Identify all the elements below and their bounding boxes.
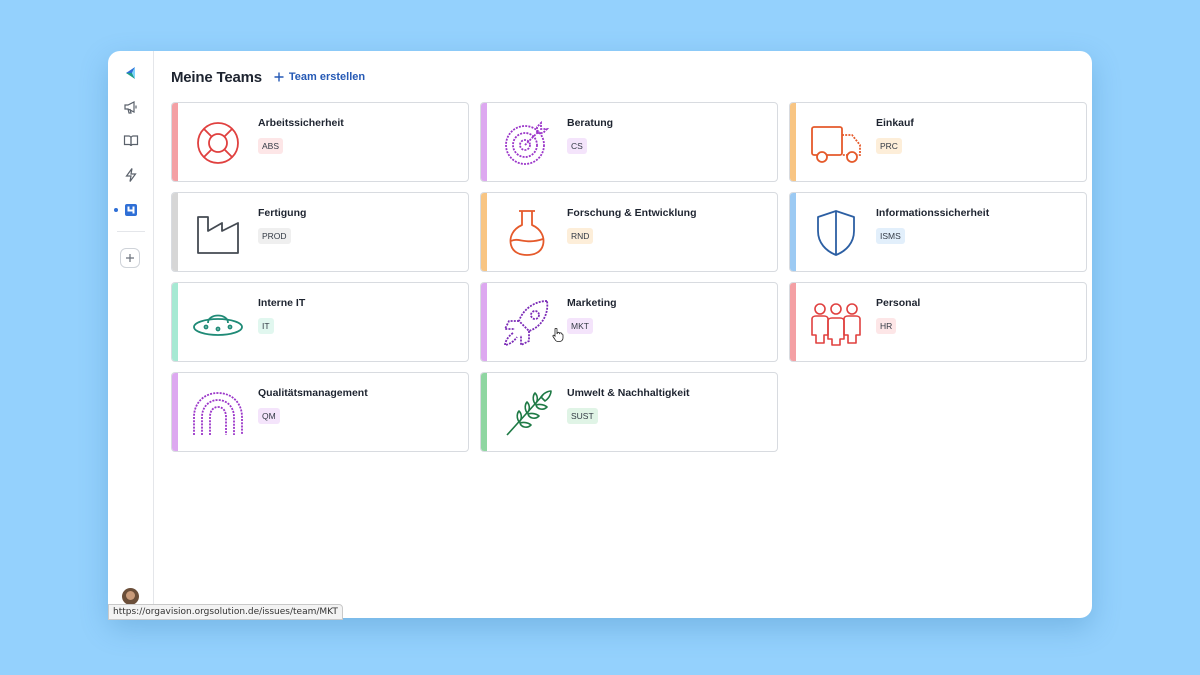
team-name: Forschung & Entwicklung [567,207,697,219]
team-card-forschung-entwicklung[interactable]: Forschung & Entwicklung RND [480,192,778,272]
card-stripe [481,103,487,181]
card-stripe [790,103,796,181]
team-code-badge: QM [258,408,280,424]
app-logo-icon[interactable] [117,59,145,87]
team-code-badge: CS [567,138,587,154]
page-title: Meine Teams [171,68,262,86]
sidebar-divider [117,231,145,232]
truck-icon [811,126,861,163]
team-code-badge: SUST [567,408,598,424]
rocket-icon [504,300,549,346]
team-name: Beratung [567,117,614,129]
team-name: Umwelt & Nachhaltigkeit [567,387,690,399]
add-workspace-button[interactable] [120,248,140,268]
create-team-button[interactable]: Team erstellen [274,71,365,83]
megaphone-icon[interactable] [117,93,145,121]
rainbow-icon [193,392,243,435]
team-card-personal[interactable]: Personal HR [789,282,1087,362]
card-stripe [172,103,178,181]
flask-icon [509,210,545,256]
page-header: Meine Teams Team erstellen [171,67,365,87]
team-card-informationssicherheit[interactable]: Informationssicherheit ISMS [789,192,1087,272]
team-code-badge: RND [567,228,594,244]
team-name: Einkauf [876,117,914,129]
team-card-arbeitssicherheit[interactable]: Arbeitssicherheit ABS [171,102,469,182]
lightning-icon[interactable] [117,161,145,189]
target-icon [505,120,550,165]
team-card-umwelt-nachhaltigkeit[interactable]: Umwelt & Nachhaltigkeit SUST [480,372,778,452]
ufo-icon [193,314,243,336]
teams-icon[interactable] [117,196,145,224]
card-stripe [172,193,178,271]
leaf-branch-icon [506,390,552,436]
create-team-label: Team erstellen [288,71,366,83]
people-icon [811,303,861,346]
team-name: Fertigung [258,207,307,219]
card-stripe [481,373,487,451]
team-card-einkauf[interactable]: Einkauf PRC [789,102,1087,182]
sidebar [108,51,154,618]
team-code-badge: MKT [567,318,593,334]
team-card-marketing[interactable]: Marketing MKT [480,282,778,362]
plus-icon [274,72,284,82]
card-stripe [790,193,796,271]
team-name: Qualitätsmanagement [258,387,368,399]
team-code-badge: PROD [258,228,291,244]
team-name: Marketing [567,297,617,309]
team-code-badge: IT [258,318,274,334]
factory-icon [197,216,239,254]
shield-icon [817,210,855,256]
team-name: Informationssicherheit [876,207,990,219]
team-code-badge: HR [876,318,897,334]
book-icon[interactable] [117,127,145,155]
lifebuoy-icon [197,122,239,164]
app-window: Meine Teams Team erstellen Arbeitssicher… [108,51,1092,618]
card-stripe [481,283,487,361]
status-bar-url: https://orgavision.orgsolution.de/issues… [108,604,343,620]
pointer-cursor-icon [552,328,564,342]
card-stripe [172,283,178,361]
card-stripe [790,283,796,361]
team-card-qualitaetsmanagement[interactable]: Qualitätsmanagement QM [171,372,469,452]
team-name: Interne IT [258,297,306,309]
team-card-fertigung[interactable]: Fertigung PROD [171,192,469,272]
team-name: Personal [876,297,921,309]
team-name: Arbeitssicherheit [258,117,344,129]
active-indicator [114,208,118,212]
card-stripe [481,193,487,271]
card-stripe [172,373,178,451]
avatar[interactable] [122,588,139,605]
team-code-badge: ISMS [876,228,905,244]
team-code-badge: PRC [876,138,902,154]
team-code-badge: ABS [258,138,284,154]
team-card-beratung[interactable]: Beratung CS [480,102,778,182]
team-card-interne-it[interactable]: Interne IT IT [171,282,469,362]
